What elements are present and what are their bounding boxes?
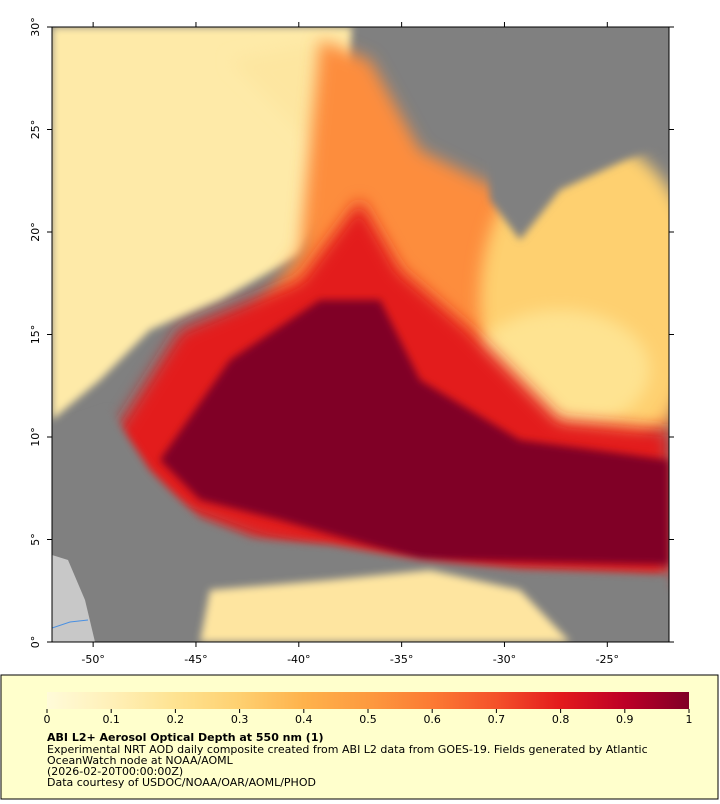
x-tick-label: -40° bbox=[287, 653, 310, 666]
colorbar-tick-label: 0.1 bbox=[102, 713, 120, 726]
y-tick-label: 0° bbox=[29, 636, 42, 649]
caption-title: ABI L2+ Aerosol Optical Depth at 550 nm … bbox=[47, 731, 324, 744]
x-tick-label: -25° bbox=[596, 653, 619, 666]
colorbar-tick-label: 0.2 bbox=[167, 713, 185, 726]
colorbar-tick-label: 0.6 bbox=[423, 713, 441, 726]
caption-line: Data courtesy of USDOC/NOAA/OAR/AOML/PHO… bbox=[47, 776, 316, 789]
colorbar-tick-label: 0 bbox=[44, 713, 51, 726]
colorbar-tick-label: 0.9 bbox=[616, 713, 634, 726]
y-tick-label: 10° bbox=[29, 427, 42, 447]
caption-line: Experimental NRT AOD daily composite cre… bbox=[47, 743, 648, 756]
y-tick-label: 20° bbox=[29, 222, 42, 242]
caption-line: OceanWatch node at NOAA/AOML bbox=[47, 754, 234, 767]
x-tick-label: -35° bbox=[390, 653, 413, 666]
y-tick-label: 30° bbox=[29, 17, 42, 37]
x-tick-label: -50° bbox=[81, 653, 104, 666]
colorbar-tick-label: 0.3 bbox=[231, 713, 249, 726]
colorbar-tick-label: 0.5 bbox=[359, 713, 377, 726]
colorbar-tick-label: 0.4 bbox=[295, 713, 313, 726]
x-tick-label: -30° bbox=[493, 653, 516, 666]
aod-raster bbox=[52, 27, 669, 642]
colorbar bbox=[47, 692, 689, 709]
axes: -50° -45° -40° -35° -30° -25° 0° 5° 10° 15° 20° 25°… bbox=[29, 17, 674, 666]
colorbar-axis: 0 0.1 0.2 0.3 0.4 0.5 0.6 0.7 0.8 0.9 1 bbox=[44, 709, 693, 726]
x-tick-label: -45° bbox=[184, 653, 207, 666]
colorbar-tick-label: 0.7 bbox=[488, 713, 506, 726]
colorbar-tick-label: 0.8 bbox=[552, 713, 570, 726]
y-tick-label: 25° bbox=[29, 120, 42, 140]
colorbar-tick-label: 1 bbox=[686, 713, 693, 726]
y-tick-label: 15° bbox=[29, 325, 42, 345]
y-tick-label: 5° bbox=[29, 533, 42, 546]
caption-line: (2026-02-20T00:00:00Z) bbox=[47, 765, 183, 778]
